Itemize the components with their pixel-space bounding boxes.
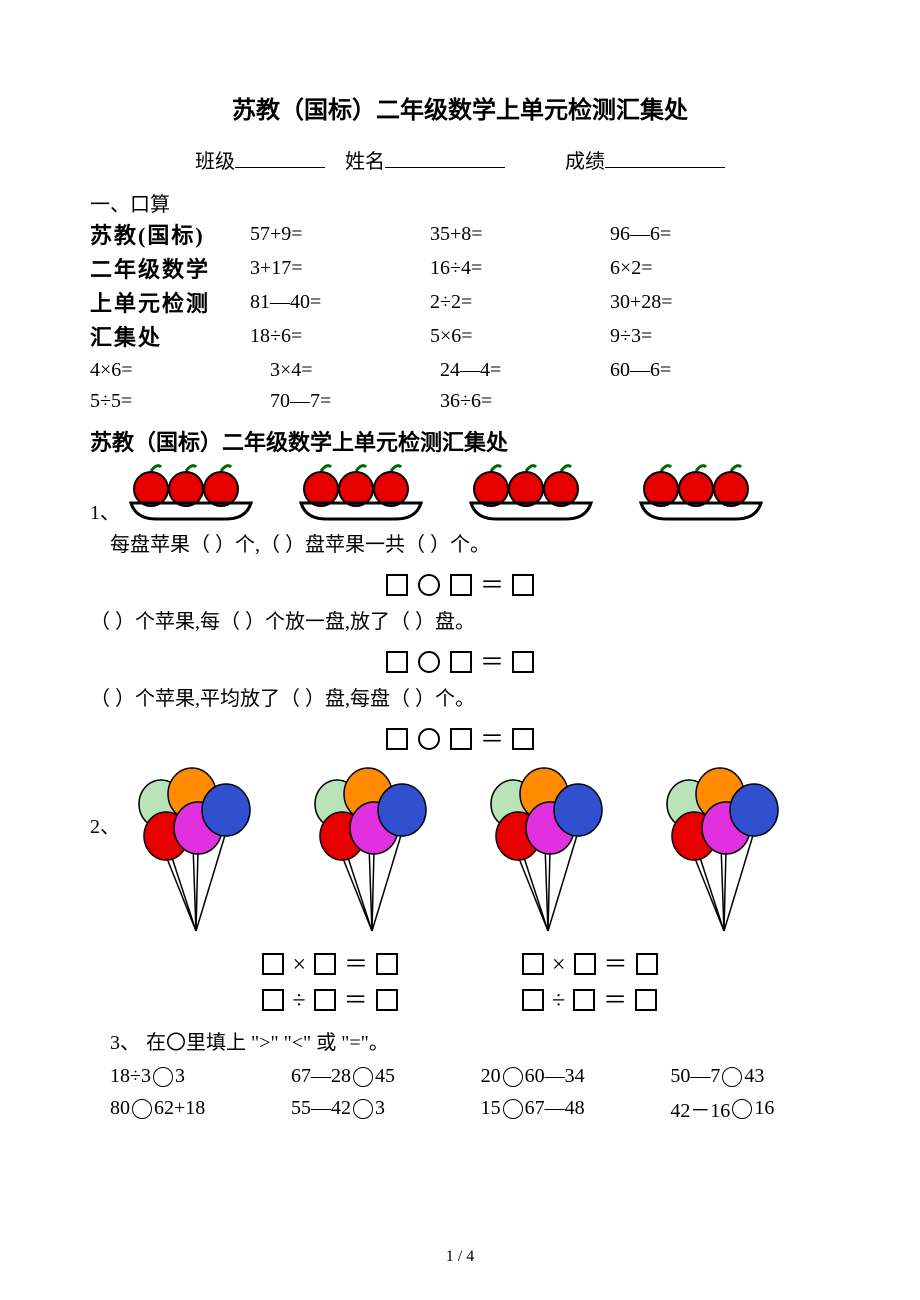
mental-left-text: 苏教(国标)二年级数学上单元检测汇集处 bbox=[90, 219, 240, 355]
q1-line-c: （ ）个苹果,平均放了（ ）盘,每盘（ ）个。 bbox=[90, 683, 830, 715]
math-cell: 60―6= bbox=[610, 355, 770, 386]
q3-grid: 18÷33 67―2845 2060―34 50―743 8062+18 55―423 15… bbox=[110, 1065, 830, 1123]
class-label: 班级 bbox=[195, 145, 235, 174]
name-label: 姓名 bbox=[345, 145, 385, 174]
math-cell: 96―6= bbox=[610, 219, 770, 253]
math-cell bbox=[610, 386, 770, 417]
header-row: 班级 姓名 成绩 bbox=[90, 145, 830, 174]
mental-grid: 57+9= 35+8= 96―6= 3+17= 16÷4= 6×2= 81―40= 2÷2= 3… bbox=[250, 219, 770, 355]
balloon-bunch-icon bbox=[478, 766, 618, 941]
compare-cell: 42－1616 bbox=[670, 1094, 830, 1123]
page-title: 苏教（国标）二年级数学上单元检测汇集处 bbox=[90, 90, 830, 125]
class-field: 班级 bbox=[195, 145, 325, 174]
math-cell: 70―7= bbox=[270, 386, 430, 417]
class-blank bbox=[235, 146, 325, 168]
score-label: 成绩 bbox=[565, 145, 605, 174]
compare-cell: 2060―34 bbox=[481, 1065, 641, 1088]
eq-boxes-2: ＝ bbox=[90, 642, 830, 677]
page-number: 1 / 4 bbox=[0, 1248, 920, 1266]
math-cell: 18÷6= bbox=[250, 321, 410, 355]
compare-cell: 55―423 bbox=[291, 1094, 451, 1123]
q1-number: 1、 bbox=[90, 496, 120, 525]
math-cell: 2÷2= bbox=[430, 287, 590, 321]
math-cell: 35+8= bbox=[430, 219, 590, 253]
balloon-bunches bbox=[126, 766, 794, 941]
balloon-bunch-icon bbox=[302, 766, 442, 941]
math-cell: 36÷6= bbox=[440, 386, 600, 417]
q3-number: 3、 bbox=[110, 1032, 140, 1054]
q1-line-b: （ ）个苹果,每（ ）个放一盘,放了（ ）盘。 bbox=[90, 606, 830, 638]
math-cell: 24―4= bbox=[440, 355, 600, 386]
compare-cell: 18÷33 bbox=[110, 1065, 261, 1088]
math-cell: 30+28= bbox=[610, 287, 770, 321]
apple-plate-icon bbox=[636, 463, 766, 523]
math-cell: 57+9= bbox=[250, 219, 410, 253]
q2-eq-left: × ＝ ÷ ＝ bbox=[260, 947, 400, 1019]
section1-heading: 一、口算 bbox=[90, 188, 830, 217]
apple-plates bbox=[126, 463, 766, 523]
compare-cell: 1567―48 bbox=[481, 1094, 641, 1123]
score-field: 成绩 bbox=[565, 145, 725, 174]
q2-balloon-row: 2、 bbox=[90, 760, 830, 947]
balloon-bunch-icon bbox=[654, 766, 794, 941]
math-cell: 5÷5= bbox=[90, 386, 260, 417]
mental-math-block: 苏教(国标)二年级数学上单元检测汇集处 57+9= 35+8= 96―6= 3+17=… bbox=[90, 219, 830, 355]
apple-plate-icon bbox=[296, 463, 426, 523]
apple-plate-icon bbox=[466, 463, 596, 523]
q3-intro: 3、在〇里填上 ">" "<" 或 "="。 bbox=[110, 1027, 830, 1059]
math-cell: 4×6= bbox=[90, 355, 260, 386]
apple-plate-icon bbox=[126, 463, 256, 523]
name-field: 姓名 bbox=[345, 145, 505, 174]
math-cell: 3×4= bbox=[270, 355, 430, 386]
math-cell: 9÷3= bbox=[610, 321, 770, 355]
math-cell: 6×2= bbox=[610, 253, 770, 287]
q3-intro-text: 在〇里填上 ">" "<" 或 "="。 bbox=[146, 1032, 389, 1054]
score-blank bbox=[605, 146, 725, 168]
name-blank bbox=[385, 146, 505, 168]
q2-eq-right: × ＝ ÷ ＝ bbox=[520, 947, 660, 1019]
eq-boxes-1: ＝ bbox=[90, 565, 830, 600]
math-cell: 16÷4= bbox=[430, 253, 590, 287]
compare-cell: 8062+18 bbox=[110, 1094, 261, 1123]
math-cell: 5×6= bbox=[430, 321, 590, 355]
q1-plate-row: 1、 bbox=[90, 457, 830, 525]
math-cell: 3+17= bbox=[250, 253, 410, 287]
balloon-bunch-icon bbox=[126, 766, 266, 941]
eq-boxes-3: ＝ bbox=[90, 719, 830, 754]
compare-cell: 67―2845 bbox=[291, 1065, 451, 1088]
mental-tail: 4×6= 3×4= 24―4= 60―6= 5÷5= 70―7= 36÷6= bbox=[90, 355, 830, 417]
math-cell: 81―40= bbox=[250, 287, 410, 321]
q2-number: 2、 bbox=[90, 810, 120, 839]
q2-equations: × ＝ ÷ ＝ × ＝ ÷ ＝ bbox=[90, 947, 830, 1019]
section2-heading: 苏教（国标）二年级数学上单元检测汇集处 bbox=[90, 425, 830, 457]
compare-cell: 50―743 bbox=[670, 1065, 830, 1088]
q1-line-a: 每盘苹果（ ）个,（ ）盘苹果一共（ ）个。 bbox=[110, 529, 830, 561]
